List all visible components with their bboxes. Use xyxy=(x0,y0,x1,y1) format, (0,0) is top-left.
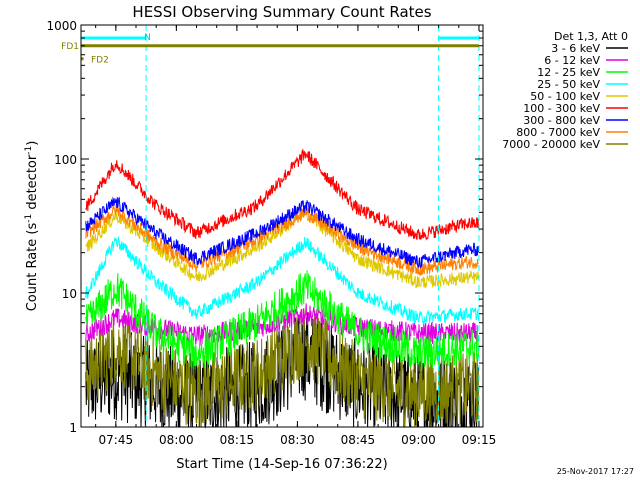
y-tick-label-2: 100 xyxy=(54,153,77,167)
legend-label-1: 6 - 12 keV xyxy=(544,54,600,67)
flag-label-0: FD1 xyxy=(61,42,79,52)
series-line-3 xyxy=(85,236,479,324)
legend-label-5: 100 - 300 keV xyxy=(523,102,600,115)
series-line-6 xyxy=(85,196,479,269)
legend-label-4: 50 - 100 keV xyxy=(530,90,600,103)
x-tick-label-6: 09:15 xyxy=(462,433,497,447)
series-line-2 xyxy=(85,270,479,372)
y-tick-label-3: 1000 xyxy=(46,19,77,33)
y-axis-label-sup1: -1 xyxy=(24,214,34,223)
series-line-5 xyxy=(85,148,479,241)
x-axis-label: Start Time (14-Sep-16 07:36:22) xyxy=(176,457,387,472)
legend-label-6: 300 - 800 keV xyxy=(523,114,600,127)
plot-frame xyxy=(80,24,484,428)
flag-label-1: FD2 xyxy=(91,56,109,66)
x-tick-label-5: 09:00 xyxy=(401,433,436,447)
x-axis: 07:45 08:00 08:15 08:30 08:45 09:00 09:15 xyxy=(95,25,497,447)
x-tick-label-1: 08:00 xyxy=(159,433,194,447)
x-tick-label-2: 08:15 xyxy=(220,433,255,447)
footer-date: 25-Nov-2017 17:27 xyxy=(557,467,634,476)
x-tick-label-0: 07:45 xyxy=(99,433,134,447)
flag-label-2: N xyxy=(144,33,151,43)
y-axis-label-part3: ) xyxy=(25,141,40,146)
legend-label-0: 3 - 6 keV xyxy=(551,42,600,55)
x-tick-label-3: 08:30 xyxy=(280,433,315,447)
y-tick-label-0: 1 xyxy=(69,421,77,435)
y-axis-label-sup2: -1 xyxy=(24,146,34,155)
y-axis-label: Count Rate (s-1 detector-1) xyxy=(24,141,40,312)
y-axis-label-part2: detector xyxy=(25,154,40,214)
legend-label-2: 12 - 25 keV xyxy=(537,66,600,79)
series-line-4 xyxy=(85,206,479,289)
x-tick-label-4: 08:45 xyxy=(341,433,376,447)
legend-label-7: 800 - 7000 keV xyxy=(516,126,600,139)
y-axis-label-part1: Count Rate (s xyxy=(25,223,40,312)
legend-label-3: 25 - 50 keV xyxy=(537,78,600,91)
series-line-8 xyxy=(85,308,479,429)
y-tick-label-1: 10 xyxy=(62,287,77,301)
chart-title: HESSI Observing Summary Count Rates xyxy=(132,3,431,21)
y-axis: 1 10 100 1000 xyxy=(46,19,483,435)
legend-label-8: 7000 - 20000 keV xyxy=(502,138,600,151)
legend-title: Det 1,3, Att 0 xyxy=(554,30,628,43)
